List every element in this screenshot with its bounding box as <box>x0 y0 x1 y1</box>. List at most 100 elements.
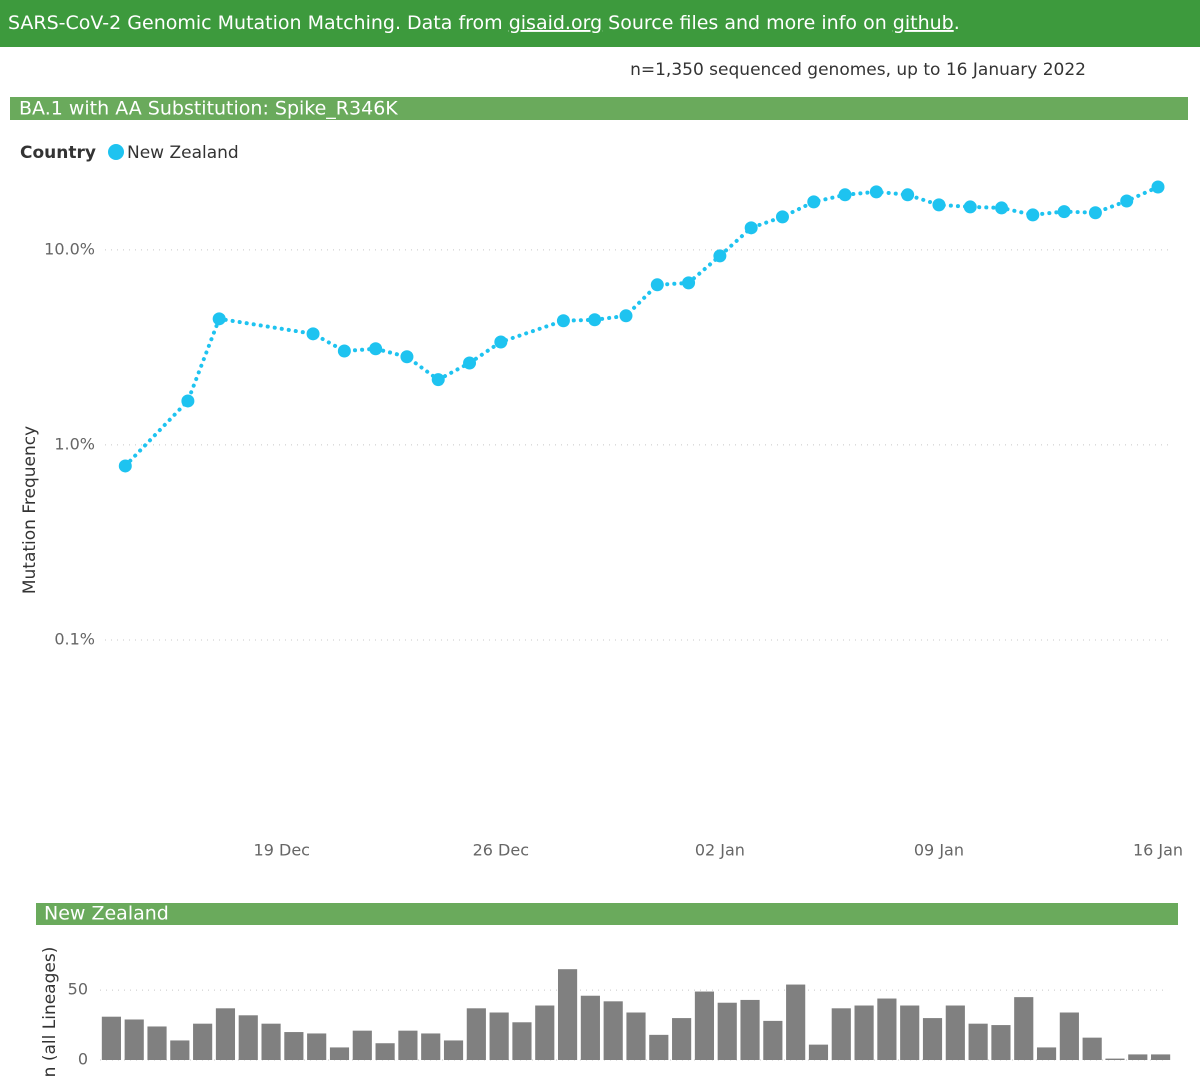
data-point <box>869 185 883 199</box>
bar <box>1036 1047 1057 1060</box>
data-point <box>963 200 977 214</box>
bar <box>398 1030 418 1060</box>
header-part: Source files and more info on <box>602 12 893 34</box>
x-tick-label: 09 Jan <box>914 841 964 860</box>
y-tick-label: 1.0% <box>54 434 95 453</box>
bar <box>900 1005 920 1060</box>
bar <box>512 1022 532 1060</box>
bar <box>284 1032 304 1060</box>
data-point <box>400 350 414 364</box>
bar <box>261 1023 281 1060</box>
header-part: SARS-CoV-2 Genomic Mutation Matching. Da… <box>8 12 509 34</box>
bar <box>124 1019 144 1060</box>
chart-title: New Zealand <box>44 903 169 925</box>
header-link[interactable]: github <box>893 12 954 34</box>
x-tick-label: 16 Jan <box>1133 841 1183 860</box>
bar <box>763 1020 783 1060</box>
header-part: . <box>954 12 960 34</box>
bar <box>238 1015 258 1060</box>
bar <box>443 1040 464 1060</box>
data-point <box>838 188 852 202</box>
data-point <box>369 342 383 356</box>
bar <box>922 1018 943 1060</box>
legend-marker <box>108 144 124 160</box>
bar <box>466 1008 486 1060</box>
data-point <box>807 195 821 209</box>
bar <box>740 999 760 1060</box>
subtitle: n=1,350 sequenced genomes, up to 16 Janu… <box>630 60 1086 80</box>
data-point <box>1057 205 1071 219</box>
bar <box>717 1002 737 1060</box>
data-point <box>494 335 508 349</box>
bar <box>945 1005 965 1060</box>
bar <box>101 1016 121 1060</box>
data-point <box>118 459 132 473</box>
data-point <box>588 313 602 327</box>
x-tick-label: 26 Dec <box>473 841 529 860</box>
data-point <box>431 373 445 387</box>
bar <box>170 1040 190 1060</box>
y-tick-label: 0.1% <box>54 629 95 648</box>
bar <box>1014 997 1034 1060</box>
x-tick-label: 02 Jan <box>695 841 745 860</box>
bar <box>557 969 578 1060</box>
data-point <box>556 314 570 328</box>
data-point <box>306 327 320 341</box>
bar <box>672 1018 692 1060</box>
bar <box>808 1044 829 1060</box>
y-axis-label: Mutation Frequency <box>20 426 40 594</box>
data-point <box>744 221 758 235</box>
bar <box>626 1012 646 1060</box>
data-point <box>995 201 1009 215</box>
bar <box>1082 1037 1102 1060</box>
data-point <box>181 394 195 408</box>
data-point <box>1120 194 1134 208</box>
bar <box>147 1026 167 1060</box>
bar <box>352 1030 372 1060</box>
bar <box>489 1012 509 1060</box>
series-line <box>123 185 1160 468</box>
data-point <box>713 249 727 263</box>
bar <box>329 1047 350 1060</box>
bar <box>421 1033 441 1060</box>
bar <box>215 1008 236 1060</box>
bar <box>1128 1054 1148 1060</box>
legend-title: Country <box>20 143 96 163</box>
bar <box>786 984 806 1060</box>
data-point <box>650 278 664 292</box>
data-point <box>1151 180 1165 194</box>
legend-label: New Zealand <box>127 143 239 163</box>
data-point <box>901 188 915 202</box>
bar <box>877 998 897 1060</box>
data-point <box>775 210 789 224</box>
header-text: SARS-CoV-2 Genomic Mutation Matching. Da… <box>8 12 960 34</box>
data-point <box>619 309 633 323</box>
bar <box>968 1023 988 1060</box>
y-tick-label: 50 <box>68 980 88 999</box>
bar <box>535 1005 555 1060</box>
bar <box>307 1033 327 1060</box>
data-point <box>463 356 477 370</box>
header-bar <box>0 0 1200 47</box>
section-bar <box>36 903 1178 925</box>
bar <box>580 995 600 1060</box>
bar <box>375 1043 395 1060</box>
data-point <box>1088 206 1102 220</box>
bar <box>193 1023 213 1060</box>
section-bar <box>10 97 1188 120</box>
data-point <box>932 198 946 212</box>
bar <box>831 1008 851 1060</box>
data-point <box>212 312 226 326</box>
bar <box>694 991 715 1060</box>
bar <box>854 1005 874 1060</box>
bar <box>1059 1012 1079 1060</box>
data-point <box>1026 208 1040 222</box>
y-tick-label: 10.0% <box>44 239 95 258</box>
bar <box>1105 1058 1125 1060</box>
x-tick-label: 19 Dec <box>254 841 310 860</box>
bar <box>991 1025 1011 1060</box>
y-tick-label: 0 <box>78 1050 88 1069</box>
bar <box>1151 1054 1171 1060</box>
header-link[interactable]: gisaid.org <box>509 12 602 34</box>
